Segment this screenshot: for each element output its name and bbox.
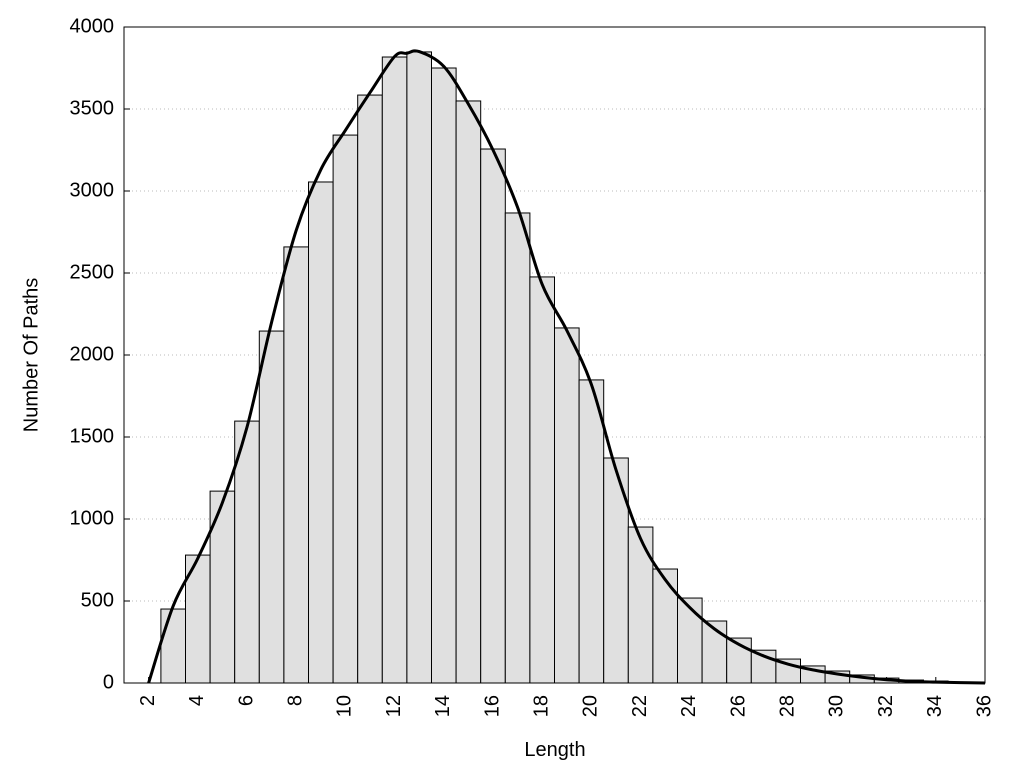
x-tick-label: 14 [432,695,454,717]
x-tick-label: 22 [629,695,651,717]
bar [406,51,432,684]
x-tick-label: 6 [235,695,257,706]
bar [652,568,679,684]
x-tick-label: 28 [776,695,798,717]
bar [627,526,654,684]
bar [578,379,605,684]
bar [701,620,728,684]
y-tick-label: 2000 [70,343,115,365]
x-axis-label: Length [524,739,585,761]
y-tick-label: 1000 [70,507,115,529]
bar [234,420,260,684]
bar [480,148,506,684]
bar [308,181,334,684]
x-tick-label: 26 [727,695,749,717]
x-tick-label: 10 [334,695,356,717]
y-tick-label: 1500 [70,425,115,447]
bar [504,212,531,684]
x-tick-label: 34 [924,695,946,717]
bar [160,608,186,684]
x-tick-label: 16 [481,695,503,717]
bar [258,330,285,684]
bar [332,134,359,684]
bar [529,276,556,684]
x-tick-label: 24 [678,695,700,717]
bar [283,246,309,684]
x-tick-label: 30 [826,695,848,717]
bar [381,56,408,684]
bar [357,94,383,684]
bar [455,100,482,684]
y-tick-label: 3500 [70,97,115,119]
x-tick-label: 32 [875,695,897,717]
x-tick-label: 12 [383,695,405,717]
x-tick-label: 18 [530,695,552,717]
bar [431,67,457,684]
y-tick-label: 500 [81,589,114,611]
x-tick-label: 36 [973,695,995,717]
y-tick-label: 3000 [70,179,115,201]
y-tick-label: 4000 [70,15,115,37]
y-tick-label: 2500 [70,261,115,283]
bar [554,327,580,684]
y-tick-label: 0 [103,671,114,693]
x-tick-label: 8 [284,695,306,706]
y-axis-label: Number Of Paths [20,278,42,433]
x-tick-label: 2 [137,695,159,706]
x-tick-label: 4 [186,695,208,706]
bar [677,597,703,684]
x-tick-label: 20 [580,695,602,717]
density-curve [147,49,986,685]
plot-frame [123,26,986,684]
